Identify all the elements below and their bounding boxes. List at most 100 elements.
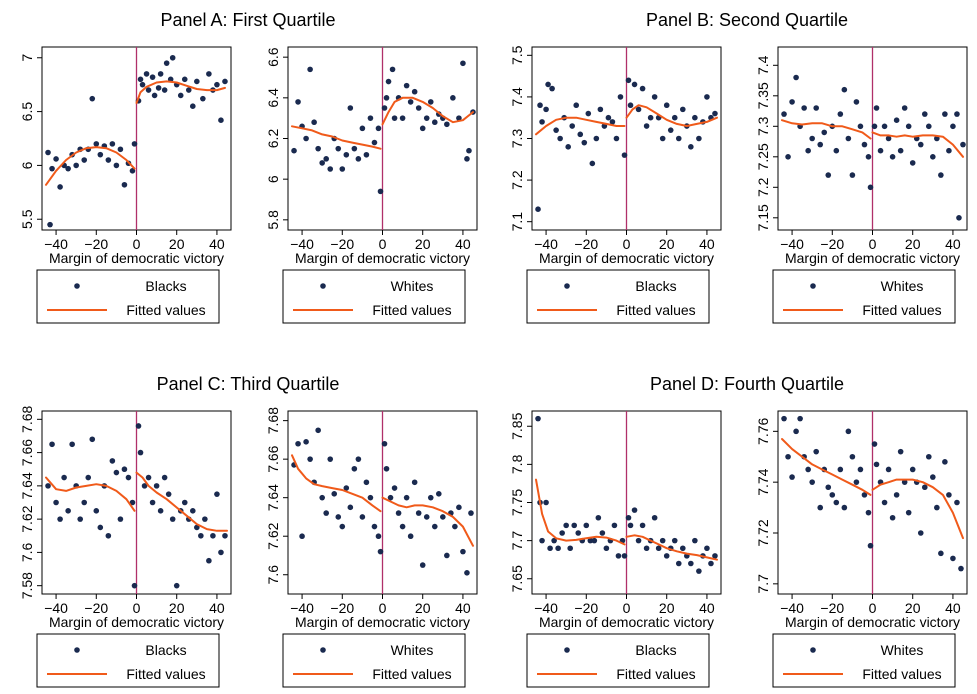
legend-label: Whites <box>881 642 924 658</box>
panel-title: Panel D: Fourth Quartile <box>650 374 844 394</box>
y-tick-label: 7.8 <box>509 454 525 474</box>
y-tick-label: 7.62 <box>265 522 281 549</box>
x-tick-label: −40 <box>290 236 314 252</box>
data-point <box>415 510 422 516</box>
data-point <box>845 135 852 142</box>
y-tick-label: 7.64 <box>265 484 281 511</box>
data-point <box>149 74 156 80</box>
data-point <box>65 508 71 514</box>
data-point <box>381 440 388 447</box>
data-point <box>47 221 53 228</box>
data-point <box>466 147 472 154</box>
y-tick-label: 7.3 <box>509 129 525 149</box>
data-point <box>643 545 650 552</box>
data-point <box>692 537 698 544</box>
data-point <box>407 99 414 105</box>
data-point <box>389 66 396 73</box>
data-point <box>942 459 948 465</box>
legend: Blacks Fitted values <box>36 269 220 324</box>
data-point <box>597 106 604 113</box>
x-axis-label: Margin of democratic victory <box>785 250 960 266</box>
y-tick-label: 7.76 <box>755 417 771 444</box>
data-point <box>581 139 588 146</box>
data-point <box>431 119 438 126</box>
data-point <box>569 123 576 129</box>
data-point <box>214 81 220 88</box>
data-point <box>399 523 406 530</box>
y-tick-label: 6.2 <box>265 129 281 149</box>
legend-marker-dot <box>564 283 570 289</box>
data-point <box>853 479 860 485</box>
data-point <box>303 135 309 142</box>
data-point <box>169 54 176 61</box>
legend-label: Whites <box>881 278 924 294</box>
legend-label: Fitted values <box>862 666 941 682</box>
legend-marker-dot <box>74 283 80 289</box>
data-point <box>905 509 912 516</box>
y-tick-label: 7.5 <box>509 45 525 65</box>
data-point <box>671 537 678 544</box>
x-tick-label: −20 <box>820 236 844 252</box>
data-point <box>885 135 892 142</box>
x-tick-label: −40 <box>534 236 558 252</box>
data-point <box>867 184 874 191</box>
data-point <box>206 71 212 77</box>
data-point <box>151 92 158 99</box>
data-point <box>444 121 450 128</box>
data-point <box>169 516 176 522</box>
data-point <box>925 453 932 460</box>
x-tick-label: −20 <box>574 236 598 252</box>
legend-label: Fitted values <box>372 666 451 682</box>
fitted-curve-right <box>871 131 964 158</box>
fitted-curve-right <box>135 471 228 532</box>
data-point <box>934 504 940 511</box>
data-point <box>625 77 632 84</box>
subplot-d-whites: −40 −20 0 20 40 7.7 7.72 7.74 7.76 Margin of demo… <box>755 410 968 688</box>
data-point <box>327 456 334 462</box>
data-point <box>125 474 132 481</box>
data-point <box>930 154 936 160</box>
data-point <box>73 162 79 169</box>
legend-label: Fitted values <box>372 302 451 318</box>
x-axis-label: Margin of democratic victory <box>49 614 224 630</box>
data-point <box>131 141 138 147</box>
x-tick-label: −20 <box>330 236 354 252</box>
data-point <box>137 449 144 456</box>
data-point <box>367 494 374 501</box>
data-point <box>371 523 378 530</box>
data-point <box>659 537 666 544</box>
data-point <box>214 491 220 497</box>
data-point <box>307 66 313 73</box>
data-point <box>343 485 350 491</box>
x-axis-label: Margin of democratic victory <box>49 250 224 266</box>
data-point <box>889 154 896 160</box>
x-axis-label: Margin of democratic victory <box>295 614 470 630</box>
data-point <box>833 147 840 154</box>
y-tick-label: 7.7 <box>509 531 525 551</box>
data-point <box>177 92 184 99</box>
data-point <box>651 514 658 521</box>
data-point <box>611 522 618 529</box>
data-point <box>403 494 410 501</box>
x-axis-label: Margin of democratic victory <box>295 250 470 266</box>
data-point <box>631 507 638 513</box>
data-point <box>692 114 698 121</box>
data-point <box>901 479 908 485</box>
data-point <box>431 523 438 530</box>
data-point <box>679 545 686 552</box>
data-point <box>535 206 541 213</box>
data-point <box>889 514 896 521</box>
data-point <box>319 160 325 166</box>
x-tick-label: 40 <box>699 236 715 252</box>
fitted-curve-left <box>291 125 382 150</box>
data-point <box>427 494 434 501</box>
data-point <box>696 135 702 142</box>
data-point <box>218 117 224 123</box>
data-point <box>359 514 366 520</box>
data-point <box>817 141 824 148</box>
y-tick-label: 7.68 <box>265 407 281 434</box>
data-point <box>553 127 559 133</box>
x-tick-label: −20 <box>820 600 844 616</box>
data-point <box>383 95 390 101</box>
data-point <box>938 550 944 557</box>
